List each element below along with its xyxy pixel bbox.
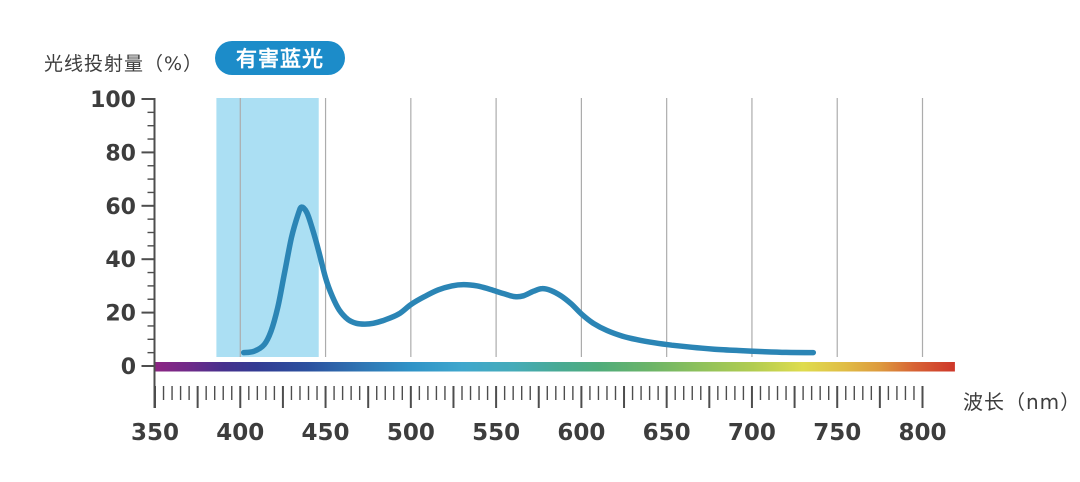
svg-text:750: 750 bbox=[813, 420, 861, 446]
svg-text:700: 700 bbox=[728, 420, 776, 446]
svg-text:100: 100 bbox=[90, 88, 136, 113]
svg-text:550: 550 bbox=[472, 420, 520, 446]
gridlines bbox=[239, 98, 924, 357]
y-axis bbox=[141, 98, 156, 408]
x-tick-labels: 350 400 450 500 550 600 650 700 750 800 bbox=[131, 420, 947, 446]
svg-text:500: 500 bbox=[387, 420, 435, 446]
svg-text:450: 450 bbox=[302, 420, 350, 446]
svg-text:40: 40 bbox=[105, 248, 136, 273]
x-axis-title: 波长（nm） bbox=[963, 390, 1080, 414]
svg-text:60: 60 bbox=[105, 195, 136, 220]
x-ruler-ticks bbox=[154, 386, 924, 408]
spectrum-curve bbox=[240, 204, 817, 356]
svg-text:20: 20 bbox=[105, 302, 136, 327]
svg-text:800: 800 bbox=[898, 420, 946, 446]
svg-text:650: 650 bbox=[643, 420, 691, 446]
spectrum-bar bbox=[155, 362, 955, 372]
harmful-blue-light-badge: 有害蓝光 bbox=[215, 41, 345, 75]
svg-text:600: 600 bbox=[557, 420, 605, 446]
svg-text:350: 350 bbox=[131, 420, 179, 446]
svg-text:0: 0 bbox=[121, 355, 136, 380]
highlight-band bbox=[216, 98, 319, 357]
svg-text:400: 400 bbox=[216, 420, 264, 446]
svg-text:80: 80 bbox=[105, 141, 136, 166]
badge-label: 有害蓝光 bbox=[236, 47, 324, 71]
y-axis-title: 光线投射量（%） bbox=[44, 53, 204, 75]
y-tick-labels: 0 20 40 60 80 100 bbox=[90, 88, 136, 380]
